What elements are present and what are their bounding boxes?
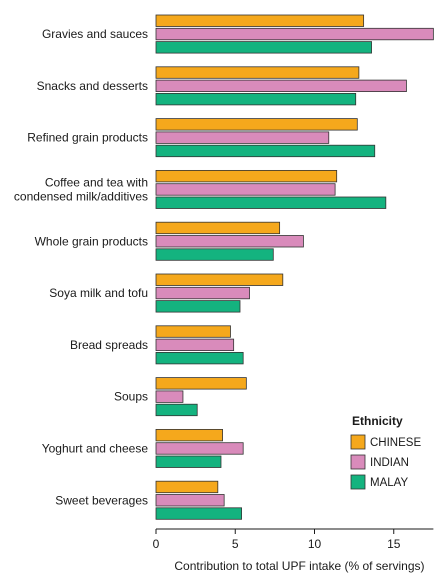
bar-bread-spreads-malay [155,351,244,365]
x-axis-title: Contribution to total UPF intake (% of s… [174,559,424,573]
bar-bread-spreads-chinese [155,325,231,338]
bar-refined-grain-products-malay [155,144,376,158]
legend-label-chinese: CHINESE [370,437,421,449]
bar-soya-milk-and-tofu-malay [155,300,241,313]
legend: Ethnicity CHINESE INDIAN MALAY [350,414,421,490]
legend-label-malay: MALAY [370,477,408,489]
category-label: condensed milk/additives [14,189,148,203]
bar-yoghurt-and-cheese-chinese [155,428,223,442]
bar-sweet-beverages-malay [155,507,242,520]
x-axis-ticks: 0 5 10 15 [153,529,401,551]
bar-snacks-and-desserts-indian [155,79,407,92]
bar-whole-grain-products-indian [155,235,304,248]
category-label: Soya milk and tofu [49,286,148,300]
legend-swatch-malay [350,474,366,490]
bar-soups-indian [155,390,184,403]
category-label: Soups [114,390,148,404]
x-tick-label: 10 [308,537,322,551]
bar-snacks-and-desserts-chinese [155,66,360,79]
bar-bread-spreads-indian [155,338,235,352]
x-tick-label: 5 [232,537,239,551]
x-tick-label: 0 [153,537,160,551]
bar-refined-grain-products-indian [155,131,330,144]
bar-yoghurt-and-cheese-indian [155,442,244,455]
bar-soya-milk-and-tofu-indian [155,286,250,300]
x-tick-label: 15 [387,537,401,551]
category-labels: Gravies and sauces Snacks and desserts Ref… [14,27,148,507]
bar-coffee-and-tea-with-condensed-milk-additives-indian [155,183,336,196]
bar-soups-chinese [155,377,247,390]
bar-coffee-and-tea-with-condensed-milk-additives-malay [155,196,387,209]
bar-gravies-and-sauces-indian [155,27,434,41]
bar-whole-grain-products-malay [155,248,274,261]
bar-yoghurt-and-cheese-malay [155,455,222,468]
category-label: Gravies and sauces [42,27,148,41]
bar-gravies-and-sauces-malay [155,41,372,54]
legend-swatch-chinese [350,434,366,450]
category-label: Coffee and tea with [45,175,148,189]
legend-title: Ethnicity [352,414,403,428]
bar-gravies-and-sauces-chinese [155,14,365,27]
legend-items: CHINESE INDIAN MALAY [350,434,421,490]
bars-layer [155,14,434,520]
category-label: Sweet beverages [55,493,148,507]
bar-refined-grain-products-chinese [155,118,358,131]
bar-soya-milk-and-tofu-chinese [155,273,284,286]
category-label: Yoghurt and cheese [42,441,149,455]
bar-whole-grain-products-chinese [155,221,281,235]
bar-snacks-and-desserts-malay [155,93,357,106]
legend-swatch-indian [350,454,366,470]
bar-coffee-and-tea-with-condensed-milk-additives-chinese [155,169,338,183]
bar-sweet-beverages-chinese [155,480,219,494]
category-label: Refined grain products [27,131,148,145]
bar-sweet-beverages-indian [155,494,225,507]
category-label: Whole grain products [35,234,148,248]
category-label: Snacks and desserts [37,79,148,93]
legend-label-indian: INDIAN [370,457,409,469]
category-label: Bread spreads [70,338,148,352]
bar-soups-malay [155,403,198,417]
